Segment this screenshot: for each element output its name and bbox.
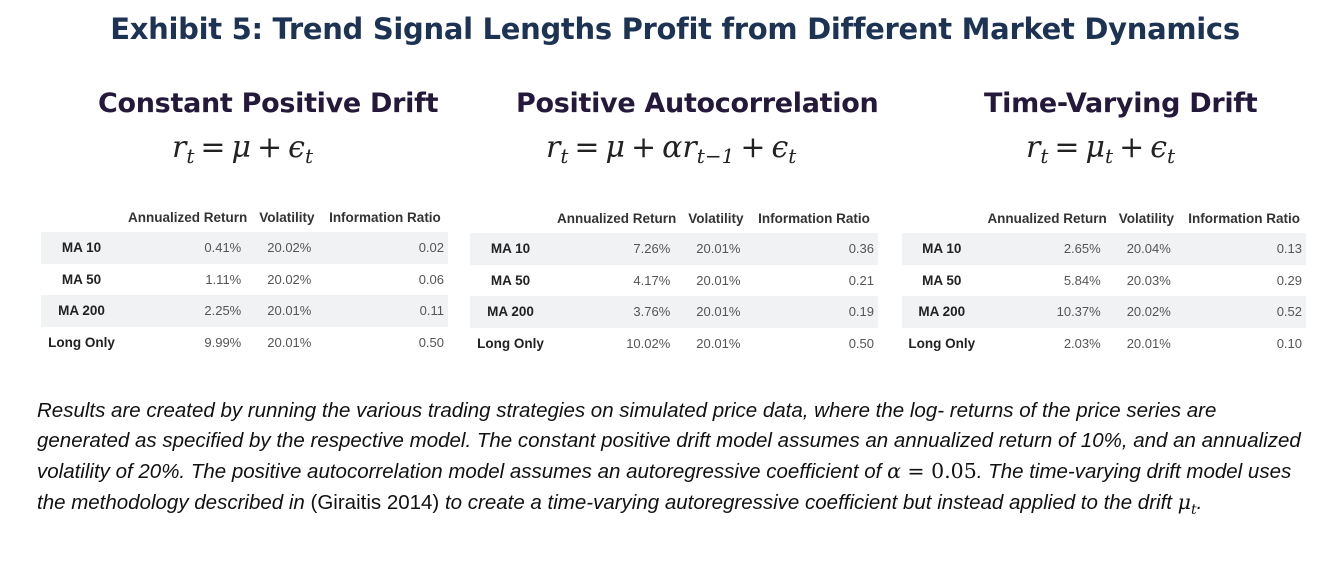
row-label: MA 50 <box>470 264 552 296</box>
table-row: MA 50 1.11% 20.02% 0.06 <box>41 263 448 295</box>
results-table: Annualized Return Volatility Information… <box>902 203 1306 359</box>
row-label: MA 10 <box>41 232 122 264</box>
panel-title: Time-Varying Drift <box>984 88 1258 119</box>
row-label: MA 50 <box>41 263 122 295</box>
col-header-information-ratio: Information Ratio <box>758 210 870 226</box>
annualized-return-cell: 3.76% <box>551 296 683 328</box>
table-row: MA 200 10.37% 20.02% 0.52 <box>902 296 1306 328</box>
annualized-return-cell: 2.03% <box>981 327 1113 359</box>
row-label: MA 10 <box>902 233 982 265</box>
volatility-cell: 20.04% <box>1112 233 1183 265</box>
volatility-cell: 20.02% <box>253 263 324 295</box>
volatility-cell: 20.01% <box>682 327 753 359</box>
annualized-return-cell: 4.17% <box>551 264 683 296</box>
annualized-return-cell: 7.26% <box>551 233 683 265</box>
table-row: MA 10 0.41% 20.02% 0.02 <box>41 232 448 264</box>
information-ratio-cell: 0.21 <box>752 264 878 296</box>
table-header-row: Annualized Return Volatility Information… <box>41 202 448 232</box>
col-header-volatility: Volatility <box>259 209 315 225</box>
annualized-return-cell: 10.37% <box>981 296 1113 328</box>
table-row: MA 50 5.84% 20.03% 0.29 <box>902 264 1306 296</box>
annualized-return-cell: 5.84% <box>981 264 1113 296</box>
volatility-cell: 20.03% <box>1112 264 1183 296</box>
annualized-return-cell: 2.25% <box>121 295 254 327</box>
panel-formula: rt = μt + ϵt <box>1026 130 1176 168</box>
col-header-annualized-return: Annualized Return <box>557 210 677 226</box>
annualized-return-cell: 0.41% <box>121 232 254 264</box>
row-label: MA 200 <box>41 295 122 327</box>
table-row: MA 10 7.26% 20.01% 0.36 <box>470 233 878 265</box>
volatility-cell: 20.02% <box>1112 296 1183 328</box>
row-label: Long Only <box>902 327 982 359</box>
table-row: MA 10 2.65% 20.04% 0.13 <box>902 233 1306 265</box>
caption-text: Results are created by running the vario… <box>37 399 1301 519</box>
row-label: MA 50 <box>902 264 982 296</box>
volatility-cell: 20.01% <box>682 296 753 328</box>
col-header-volatility: Volatility <box>1118 210 1174 226</box>
panel-formula: rt = μ + αrt−1 + ϵt <box>546 130 797 168</box>
panel-formula: rt = μ + ϵt <box>172 130 314 168</box>
information-ratio-cell: 0.36 <box>752 233 878 265</box>
table-header-row: Annualized Return Volatility Information… <box>902 203 1306 233</box>
volatility-cell: 20.01% <box>253 295 324 327</box>
exhibit-title: Exhibit 5: Trend Signal Lengths Profit f… <box>110 12 1240 46</box>
col-header-annualized-return: Annualized Return <box>987 210 1107 226</box>
information-ratio-cell: 0.50 <box>323 326 448 358</box>
results-table: Annualized Return Volatility Information… <box>470 203 878 359</box>
volatility-cell: 20.01% <box>682 233 753 265</box>
table-row: MA 200 3.76% 20.01% 0.19 <box>470 296 878 328</box>
annualized-return-cell: 10.02% <box>551 327 683 359</box>
panel-title: Positive Autocorrelation <box>516 88 879 119</box>
information-ratio-cell: 0.06 <box>323 263 448 295</box>
table-row: MA 200 2.25% 20.01% 0.11 <box>41 295 448 327</box>
row-label: MA 10 <box>470 233 552 265</box>
information-ratio-cell: 0.52 <box>1182 296 1306 328</box>
col-header-information-ratio: Information Ratio <box>329 209 441 225</box>
table-row: Long Only 9.99% 20.01% 0.50 <box>41 326 448 358</box>
table-row: MA 50 4.17% 20.01% 0.21 <box>470 264 878 296</box>
volatility-cell: 20.01% <box>1112 327 1183 359</box>
information-ratio-cell: 0.13 <box>1182 233 1306 265</box>
volatility-cell: 20.01% <box>253 326 324 358</box>
volatility-cell: 20.01% <box>682 264 753 296</box>
information-ratio-cell: 0.19 <box>752 296 878 328</box>
row-label: MA 200 <box>470 296 552 328</box>
volatility-cell: 20.02% <box>253 232 324 264</box>
panel-title: Constant Positive Drift <box>98 88 439 119</box>
row-label: Long Only <box>470 327 552 359</box>
table-row: Long Only 10.02% 20.01% 0.50 <box>470 327 878 359</box>
table-header-row: Annualized Return Volatility Information… <box>470 203 878 233</box>
information-ratio-cell: 0.11 <box>323 295 448 327</box>
row-label: Long Only <box>41 326 122 358</box>
information-ratio-cell: 0.02 <box>323 232 448 264</box>
col-header-information-ratio: Information Ratio <box>1188 210 1300 226</box>
annualized-return-cell: 2.65% <box>981 233 1113 265</box>
information-ratio-cell: 0.50 <box>752 327 878 359</box>
annualized-return-cell: 9.99% <box>121 326 254 358</box>
col-header-volatility: Volatility <box>688 210 744 226</box>
row-label: MA 200 <box>902 296 982 328</box>
citation: (Giraitis 2014) <box>310 491 440 514</box>
information-ratio-cell: 0.10 <box>1182 327 1306 359</box>
annualized-return-cell: 1.11% <box>121 263 254 295</box>
results-table: Annualized Return Volatility Information… <box>41 202 448 358</box>
col-header-annualized-return: Annualized Return <box>127 209 248 225</box>
information-ratio-cell: 0.29 <box>1182 264 1306 296</box>
table-row: Long Only 2.03% 20.01% 0.10 <box>902 327 1306 359</box>
